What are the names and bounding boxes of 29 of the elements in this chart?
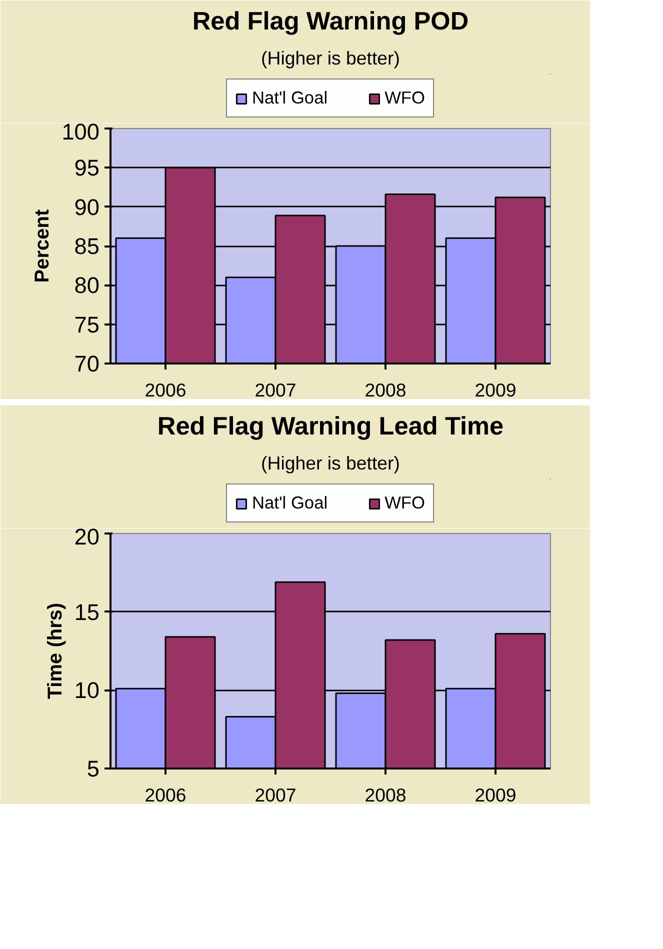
y-tick-label: 100 — [62, 118, 100, 144]
y-tick-label: 10 — [74, 677, 100, 704]
x-tick-label: 2006 — [144, 380, 186, 400]
y-tick-label: 15 — [74, 598, 100, 625]
x-tick-label: 2009 — [474, 784, 516, 806]
y-tick-label: 70 — [74, 350, 100, 376]
y-axis-title: Time (hrs) — [44, 602, 66, 700]
legend-label: Nat'l Goal — [252, 88, 328, 108]
chart-subtitle: (Higher is better) — [261, 452, 400, 474]
y-tick-label: 80 — [74, 272, 100, 298]
y-tick-label: 95 — [74, 154, 100, 181]
legend-label: WFO — [384, 492, 425, 514]
x-tick-label: 2009 — [474, 380, 516, 400]
chart-title: Red Flag Warning Lead Time — [157, 412, 504, 440]
legend-label: Nat'l Goal — [252, 492, 328, 514]
x-tick-label: 2007 — [254, 784, 296, 806]
x-tick-label: 2008 — [364, 784, 406, 806]
y-tick-label: 5 — [86, 756, 100, 782]
x-tick-label: 2006 — [144, 784, 186, 806]
y-tick-label: 90 — [74, 194, 100, 220]
y-tick-label: 85 — [74, 233, 100, 259]
y-axis-title: Percent — [32, 208, 54, 283]
x-tick-label: 2007 — [254, 380, 296, 400]
y-tick-label: 75 — [74, 311, 100, 338]
x-tick-label: 2008 — [364, 380, 406, 400]
chart-subtitle: (Higher is better) — [261, 48, 400, 68]
chart-title: Red Flag Warning POD — [192, 8, 469, 36]
y-tick-label: 20 — [74, 524, 100, 550]
legend-label: WFO — [384, 88, 425, 108]
